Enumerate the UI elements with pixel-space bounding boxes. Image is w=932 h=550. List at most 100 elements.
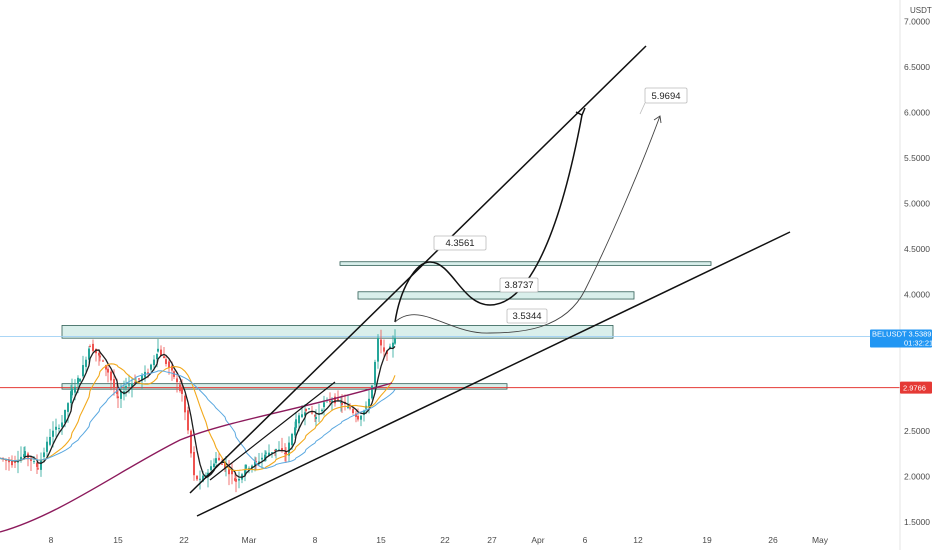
candle-body[interactable] [323,402,325,408]
candle-body[interactable] [329,401,331,403]
candle-body[interactable] [74,386,76,393]
ma-line-long[interactable] [0,382,393,533]
candle-body[interactable] [213,463,215,468]
candle-body[interactable] [190,430,192,454]
candle-body[interactable] [55,426,57,430]
candle-body[interactable] [363,410,365,415]
candle-body[interactable] [52,430,54,437]
candle-body[interactable] [99,355,101,358]
candle-body[interactable] [261,457,263,460]
candle-body[interactable] [254,461,256,466]
candle-body[interactable] [215,458,217,464]
candle-body[interactable] [187,410,189,431]
candle-body[interactable] [160,349,162,356]
lower-trend-line[interactable] [196,231,791,517]
candle-body[interactable] [113,379,115,389]
candle-body[interactable] [70,391,72,404]
candle-body[interactable] [301,414,303,418]
candle-body[interactable] [36,462,38,467]
candle-body[interactable] [11,460,13,466]
candle-body[interactable] [49,436,51,445]
candle-body[interactable] [231,469,233,475]
candle-body[interactable] [24,451,26,457]
candle-body[interactable] [321,409,323,412]
candle-body[interactable] [168,361,170,368]
candle-body[interactable] [392,342,394,348]
price-zone-box[interactable] [357,291,635,300]
candle-body[interactable] [314,415,316,417]
price-zone-box[interactable] [61,325,614,339]
candle-body[interactable] [157,348,159,352]
candle-body[interactable] [61,422,63,427]
candle-body[interactable] [85,359,87,367]
candle-body[interactable] [165,359,167,364]
candle-body[interactable] [228,469,230,475]
candle-body[interactable] [245,464,247,469]
candle-body[interactable] [337,398,339,400]
candle-body[interactable] [285,451,287,455]
candle-body[interactable] [255,461,257,463]
candle-body[interactable] [218,457,220,461]
candle-body[interactable] [238,478,240,481]
price-zone-box[interactable] [339,261,712,266]
candle-body[interactable] [110,371,112,381]
candle-body[interactable] [341,402,343,405]
candle-body[interactable] [107,368,109,373]
ma-line-medium[interactable] [0,363,396,472]
candle-body[interactable] [386,351,388,355]
candle-body[interactable] [153,359,155,366]
candle-body[interactable] [224,463,226,469]
candle-body[interactable] [311,412,313,414]
candle-body[interactable] [5,459,7,461]
candle-body[interactable] [271,452,273,454]
candle-body[interactable] [138,378,140,380]
candle-body[interactable] [33,461,35,463]
candle-body[interactable] [40,459,42,470]
candle-body[interactable] [291,433,293,446]
candle-body[interactable] [67,403,69,412]
candle-body[interactable] [98,353,100,356]
candle-body[interactable] [258,461,260,464]
candle-body[interactable] [308,408,310,410]
candle-body[interactable] [193,451,195,476]
candle-body[interactable] [46,441,48,452]
candle-body[interactable] [120,391,122,399]
candle-body[interactable] [352,409,354,414]
candle-body[interactable] [184,395,186,413]
candle-body[interactable] [131,383,133,387]
candle-body[interactable] [71,388,73,396]
candle-body[interactable] [374,361,376,385]
candle-body[interactable] [357,415,359,420]
ma-line-slow[interactable] [0,370,396,469]
candle-body[interactable] [102,360,104,362]
candle-body[interactable] [394,337,396,344]
candle-body[interactable] [14,461,16,463]
candle-body[interactable] [43,452,45,457]
ma-line-fast[interactable] [0,345,396,479]
candle-body[interactable] [147,372,149,374]
candle-body[interactable] [181,387,183,394]
candle-body[interactable] [79,378,81,382]
candle-body[interactable] [17,461,19,463]
candle-body[interactable] [128,384,130,386]
candle-body[interactable] [58,427,60,429]
candle-body[interactable] [265,452,267,454]
price-callout-box[interactable] [506,308,548,324]
candle-body[interactable] [141,375,143,381]
candle-body[interactable] [305,408,307,411]
candle-body[interactable] [288,442,290,456]
candle-body[interactable] [89,346,91,348]
candle-body[interactable] [334,396,336,404]
candle-body[interactable] [150,364,152,370]
candle-body[interactable] [331,400,333,402]
candle-body[interactable] [156,353,158,360]
candle-body[interactable] [179,384,181,391]
candle-body[interactable] [199,478,201,480]
candle-body[interactable] [205,475,207,477]
candle-body[interactable] [88,348,90,360]
candle-body[interactable] [383,347,385,352]
candle-body[interactable] [64,409,66,424]
candle-body[interactable] [20,456,22,461]
price-callout-box[interactable] [433,235,487,251]
